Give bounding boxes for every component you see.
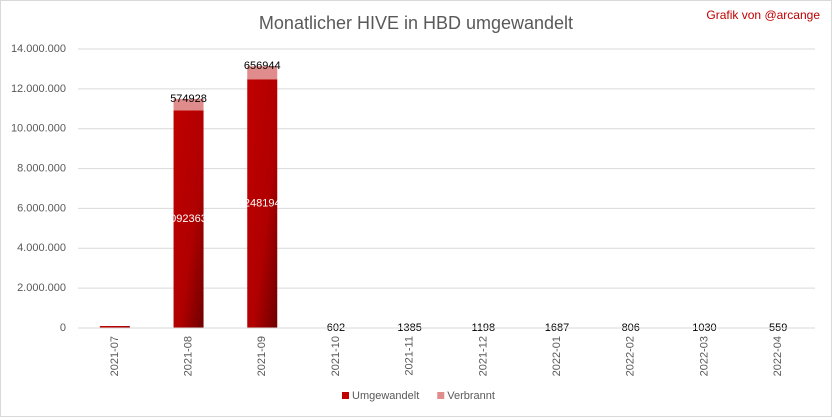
x-tick-label: 2022-03 (698, 336, 710, 376)
y-tick-label: 10.000.000 (11, 123, 66, 135)
legend-swatch (342, 392, 349, 399)
data-label: 10923631 (164, 213, 213, 225)
y-tick-label: 12.000.000 (11, 83, 66, 95)
x-tick-label: 2021-09 (256, 336, 268, 376)
y-tick-label: 0 (60, 322, 66, 334)
bar-segment (247, 66, 278, 80)
legend-swatch (437, 392, 445, 399)
bar-segment (99, 326, 130, 328)
y-tick-label: 6.000.000 (17, 202, 66, 214)
chart-title: Monatlicher HIVE in HBD umgewandelt (259, 13, 573, 33)
legend-label: Verbrannt (447, 390, 495, 402)
x-tick-label: 2022-04 (772, 336, 784, 376)
legend-label: Umgewandelt (352, 390, 419, 402)
x-tick-label: 2021-11 (404, 336, 416, 376)
y-tick-label: 14.000.000 (11, 43, 66, 55)
annotation: Grafik von @arcange (706, 8, 820, 22)
x-tick-label: 2021-12 (477, 336, 489, 376)
data-label: 12481940 (238, 198, 287, 210)
y-tick-label: 8.000.000 (17, 162, 66, 174)
x-tick-label: 2022-02 (625, 336, 637, 376)
x-tick-label: 2022-01 (551, 336, 563, 376)
x-tick-label: 2021-10 (330, 336, 342, 376)
bar-segment (173, 98, 204, 111)
y-tick-label: 4.000.000 (17, 242, 66, 254)
x-tick-label: 2021-07 (109, 336, 121, 376)
x-tick-label: 2021-08 (182, 336, 194, 376)
bar-segment (173, 110, 204, 328)
bar-segment (247, 79, 278, 328)
data-label: 656944 (244, 60, 281, 72)
data-label: 574928 (170, 93, 207, 105)
y-tick-label: 2.000.000 (17, 282, 66, 294)
